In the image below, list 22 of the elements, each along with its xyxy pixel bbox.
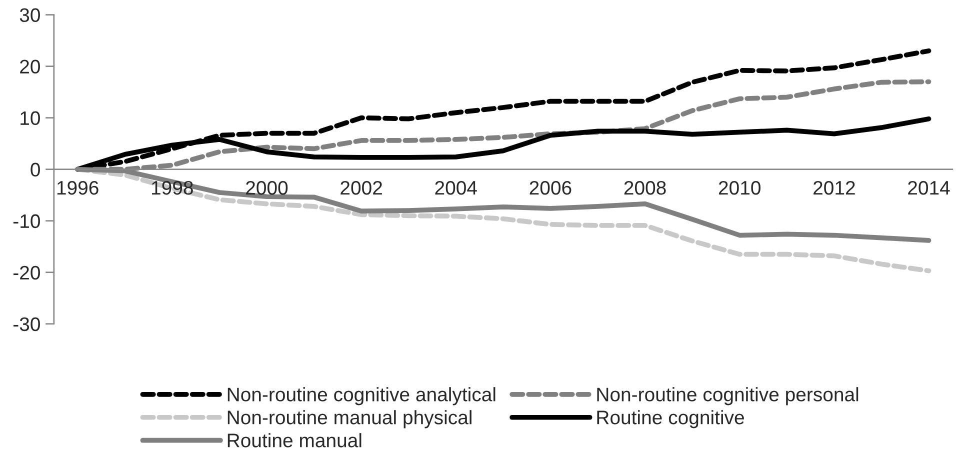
x-tick-label: 2010	[718, 180, 760, 195]
x-tick-label: 2006	[530, 180, 572, 195]
x-tick-label: 2000	[246, 180, 288, 195]
x-tick-label: 2002	[340, 180, 382, 195]
legend-label: Routine manual	[228, 433, 362, 448]
x-tick-label: 2012	[814, 180, 855, 195]
y-tick-label: -10	[13, 214, 40, 228]
y-tick-label: 30	[20, 8, 40, 22]
legend-label: Routine cognitive	[597, 410, 744, 428]
legend-label: Non-routine cognitive analytical	[228, 387, 496, 406]
legend-label: Non-routine cognitive personal	[597, 387, 858, 406]
y-tick-label: 20	[20, 60, 40, 74]
y-tick-label: -20	[13, 266, 40, 280]
legend-label: Non-routine manual physical	[228, 410, 472, 428]
y-tick-label: 0	[30, 162, 40, 177]
y-tick-label: 10	[20, 111, 40, 126]
x-tick-label: 1996	[57, 180, 98, 195]
x-tick-label: 1998	[152, 180, 193, 195]
x-tick-label: 2014	[908, 180, 950, 195]
x-tick-label: 2004	[435, 180, 477, 195]
y-tick-label: -30	[13, 317, 40, 332]
x-tick-label: 2008	[624, 180, 666, 195]
